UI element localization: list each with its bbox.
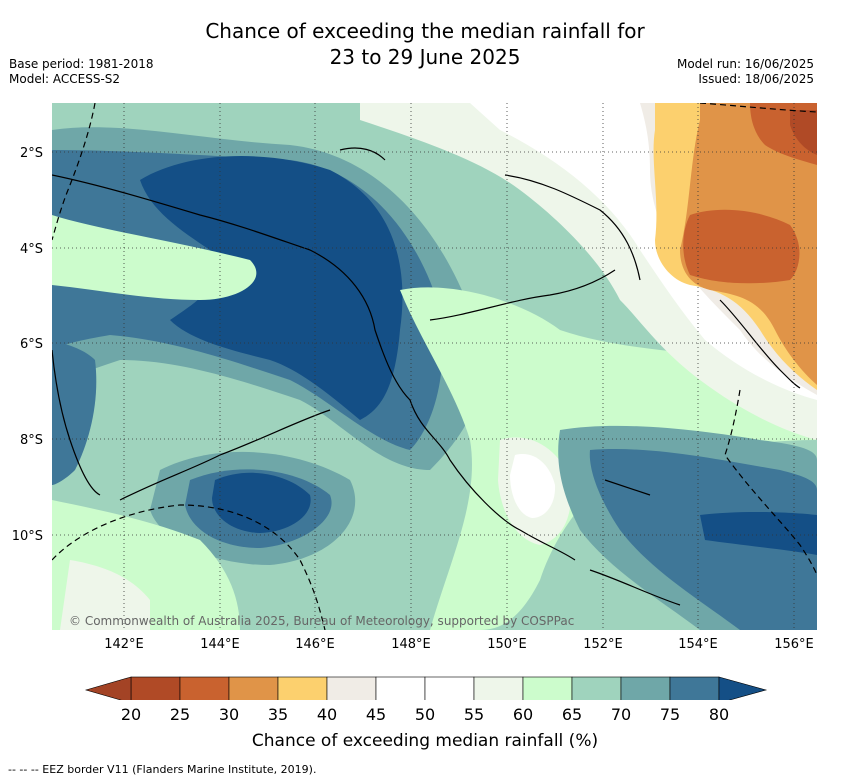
map-title: Chance of exceeding the median rainfall …	[0, 18, 850, 70]
eez-borders	[52, 103, 817, 630]
eez-nw	[52, 103, 96, 241]
colorbar-swatch	[130, 676, 181, 700]
lon-tick-154: 154°E	[678, 637, 718, 652]
cb-tick-25: 25	[169, 705, 191, 724]
model-run: Model run: 16/06/2025	[676, 57, 814, 71]
coast-island-se	[604, 479, 651, 496]
cb-tick-35: 35	[267, 705, 289, 724]
lat-tick-10: 10°S	[12, 529, 43, 544]
lon-tick-142: 142°E	[104, 637, 144, 652]
map-area	[52, 103, 817, 630]
model-name: Model: ACCESS-S2	[9, 72, 121, 86]
coastlines	[52, 147, 801, 606]
lon-tick-150: 150°E	[487, 637, 527, 652]
band-20-northeast	[790, 110, 817, 155]
band-80-mainland	[140, 156, 403, 421]
lon-tick-156: 156°E	[774, 637, 814, 652]
meta-left: Base period: 1981-2018 Model: ACCESS-S2	[9, 57, 154, 87]
cb-tick-40: 40	[316, 705, 338, 724]
colorbar-label: Chance of exceeding median rainfall (%)	[251, 731, 599, 751]
cb-tick-20: 20	[120, 705, 142, 724]
base-period: Base period: 1981-2018	[9, 57, 154, 71]
cb-tick-80: 80	[708, 705, 730, 724]
cb-tick-75: 75	[659, 705, 681, 724]
coast-manus	[339, 147, 386, 161]
meta-right: Model run: 16/06/2025 Issued: 18/06/2025	[677, 57, 814, 87]
rainfall-map: © Commonwealth of Australia 2025, Bureau…	[12, 103, 817, 700]
band-65-west	[52, 215, 257, 300]
cb-tick-60: 60	[512, 705, 534, 724]
lon-tick-labels: 142°E 144°E 146°E 148°E 150°E 152°E 154°…	[104, 637, 814, 652]
colorbar-swatch	[669, 676, 720, 700]
cb-tick-55: 55	[463, 705, 485, 724]
eez-se	[724, 389, 817, 576]
cb-tick-45: 45	[365, 705, 387, 724]
band-55-southwest	[60, 560, 150, 630]
eez-footnote: -- -- -- EEZ border V11 (Flanders Marine…	[8, 763, 317, 776]
title-line-1: Chance of exceeding the median rainfall …	[205, 19, 645, 43]
lon-tick-152: 152°E	[583, 637, 623, 652]
lat-tick-8: 8°S	[20, 433, 43, 448]
coast-bougainville	[719, 299, 801, 389]
lon-tick-148: 148°E	[391, 637, 431, 652]
eez-sw	[52, 504, 326, 630]
colorbar-swatch	[620, 676, 671, 700]
coast-newbritain-south	[429, 269, 616, 321]
band-25-east	[683, 209, 800, 284]
copyright-notice: © Commonwealth of Australia 2025, Bureau…	[69, 614, 574, 628]
colorbar-swatch	[375, 676, 426, 700]
band-75-westedge	[52, 340, 97, 485]
cb-tick-30: 30	[218, 705, 240, 724]
coast-png-south	[52, 174, 576, 561]
colorbar-swatch	[424, 676, 475, 700]
issued-date: Issued: 18/06/2025	[698, 72, 814, 86]
colorbar-swatch	[473, 676, 524, 700]
cb-tick-70: 70	[610, 705, 632, 724]
colorbar	[84, 676, 768, 700]
band-80-southeast	[700, 511, 817, 555]
coast-islands-south	[589, 569, 681, 606]
band-80-south	[212, 472, 311, 533]
colorbar-swatch	[277, 676, 328, 700]
lon-tick-146: 146°E	[295, 637, 335, 652]
colorbar-under-arrow	[84, 676, 132, 700]
eez-ne	[699, 103, 817, 113]
cb-tick-50: 50	[414, 705, 436, 724]
lat-tick-2: 2°S	[20, 146, 43, 161]
colorbar-swatch	[326, 676, 377, 700]
lat-tick-labels: 2°S 4°S 6°S 8°S 10°S	[12, 146, 43, 544]
colorbar-swatch	[179, 676, 230, 700]
colorbar-swatch	[571, 676, 622, 700]
band-50-central	[510, 454, 556, 518]
coast-west	[52, 349, 101, 496]
colorbar-swatch	[522, 676, 573, 700]
colorbar-swatch	[228, 676, 279, 700]
lon-tick-144: 144°E	[200, 637, 240, 652]
colorbar-over-arrow	[718, 676, 768, 700]
title-line-2: 23 to 29 June 2025	[329, 45, 521, 69]
lat-tick-4: 4°S	[20, 242, 43, 257]
coast-newbritain-north	[504, 174, 641, 281]
lat-tick-6: 6°S	[20, 337, 43, 352]
cb-tick-65: 65	[561, 705, 583, 724]
